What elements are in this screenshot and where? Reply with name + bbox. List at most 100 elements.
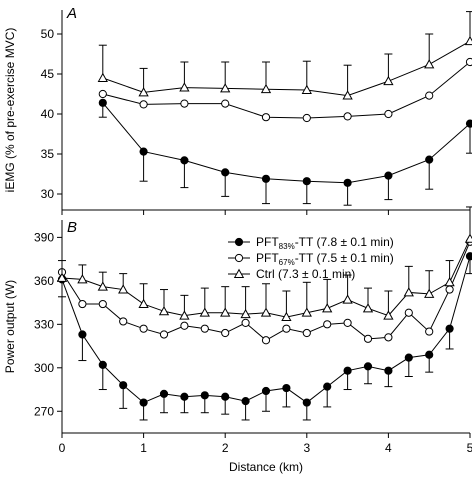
data-point xyxy=(97,281,108,291)
data-point xyxy=(139,398,148,407)
series-ctrl xyxy=(97,11,472,100)
data-point xyxy=(78,330,87,339)
data-point xyxy=(98,299,107,309)
data-point xyxy=(98,360,107,369)
data-point xyxy=(281,311,292,322)
data-point xyxy=(200,391,209,400)
y-tick-label: 50 xyxy=(41,27,55,41)
data-point xyxy=(465,119,472,128)
data-point xyxy=(425,155,434,164)
data-point xyxy=(159,389,169,398)
data-point xyxy=(444,276,455,287)
x-tick-label: 5 xyxy=(467,441,472,455)
data-point xyxy=(425,327,434,336)
data-point xyxy=(343,366,352,375)
y-tick-label: 40 xyxy=(41,107,55,121)
data-point xyxy=(221,328,230,338)
data-point xyxy=(139,147,148,156)
data-point xyxy=(384,366,393,375)
x-tick-label: 2 xyxy=(222,441,229,455)
y-axis-label: iEMG (% of pre-exercise MVC) xyxy=(3,28,17,193)
legend-label-main: PFT xyxy=(256,251,279,265)
data-point xyxy=(302,113,311,123)
data-point xyxy=(261,174,271,183)
data-point xyxy=(403,287,414,297)
series-line xyxy=(102,102,471,184)
y-tick-label: 30 xyxy=(41,187,55,201)
data-point xyxy=(220,83,231,93)
data-point xyxy=(384,109,393,119)
y-tick-label: 35 xyxy=(41,147,55,161)
data-point xyxy=(302,328,311,338)
data-point xyxy=(158,305,170,316)
x-tick-label: 0 xyxy=(59,441,66,455)
panel-label: B xyxy=(67,219,77,236)
legend-marker xyxy=(233,268,245,278)
data-point xyxy=(119,381,128,390)
data-point xyxy=(384,333,393,342)
data-point xyxy=(98,89,107,99)
data-point xyxy=(362,303,374,313)
data-point xyxy=(240,308,251,319)
data-point xyxy=(138,87,149,97)
data-point xyxy=(384,171,393,180)
data-point xyxy=(404,308,413,317)
data-point xyxy=(220,307,231,317)
panel-label: A xyxy=(66,5,77,22)
data-point xyxy=(119,317,128,326)
data-point xyxy=(77,274,88,284)
data-point xyxy=(241,397,250,406)
data-point xyxy=(179,310,190,320)
legend-label-rest: -TT (7.5 ± 0.1 min) xyxy=(295,251,394,265)
data-point xyxy=(241,318,250,327)
series-line xyxy=(102,40,471,97)
legend-label-main: Ctrl (7.3 ± 0.1 min) xyxy=(256,267,355,281)
data-point xyxy=(221,99,230,108)
data-point xyxy=(424,59,435,69)
legend-marker xyxy=(234,237,244,247)
data-point xyxy=(323,382,332,391)
panel-b: 270 300 330 360 390 0 1 2 3 4 5 B Power output (W) Di… xyxy=(3,206,472,474)
data-point xyxy=(404,353,413,362)
data-point xyxy=(261,113,271,122)
data-point xyxy=(465,252,472,261)
data-point xyxy=(464,233,472,243)
data-point xyxy=(180,156,189,165)
data-point xyxy=(464,35,472,46)
y-tick-label: 270 xyxy=(34,404,54,418)
data-point xyxy=(342,294,353,304)
data-point xyxy=(180,99,189,108)
data-point xyxy=(179,82,190,92)
legend-label: Ctrl (7.3 ± 0.1 min) xyxy=(256,267,355,281)
legend-label-sub: 67% xyxy=(279,258,295,267)
data-point xyxy=(139,324,148,333)
series-line xyxy=(102,61,471,119)
series-pft67 xyxy=(98,57,472,123)
data-point xyxy=(260,307,272,317)
data-point xyxy=(97,72,108,82)
data-point xyxy=(159,330,169,339)
data-point xyxy=(322,303,333,313)
x-axis-label: Distance (km) xyxy=(229,460,303,474)
data-point xyxy=(138,298,149,308)
data-point xyxy=(301,84,312,94)
series-ctrl xyxy=(56,206,472,322)
data-point xyxy=(221,168,230,177)
data-point xyxy=(56,272,68,282)
data-point xyxy=(282,383,291,393)
data-point xyxy=(261,386,271,396)
data-point xyxy=(199,307,210,317)
data-point xyxy=(445,285,454,294)
legend: PFT83%-TT (7.8 ± 0.1 min)PFT67%-TT (7.5 … xyxy=(228,235,394,281)
data-point xyxy=(343,112,352,121)
data-point xyxy=(180,392,189,401)
data-point xyxy=(383,310,394,320)
data-point xyxy=(98,98,107,107)
data-point xyxy=(260,83,272,94)
data-point xyxy=(445,324,454,333)
data-point xyxy=(302,398,311,407)
legend-marker xyxy=(234,253,244,263)
data-point xyxy=(302,177,311,186)
